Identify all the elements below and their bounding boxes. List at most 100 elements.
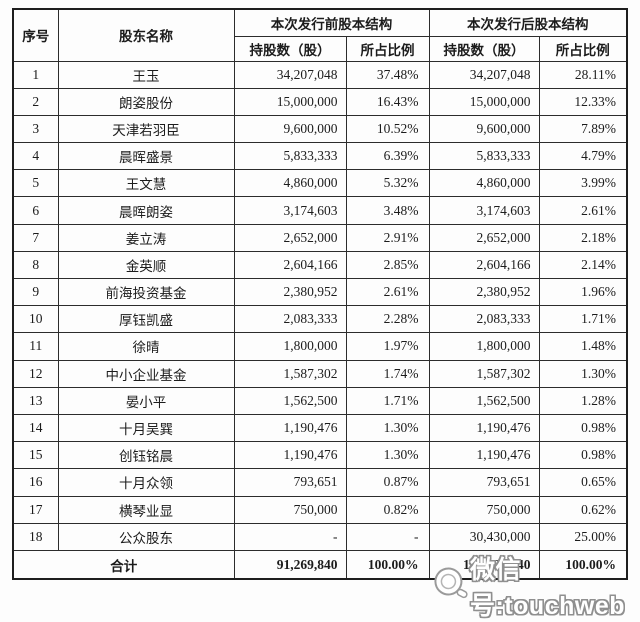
shareholder-name: 横琴业显 — [57, 495, 235, 524]
shares-before: 34,207,048 — [233, 60, 347, 89]
shareholder-name: 王玉 — [57, 60, 235, 89]
shares-before: 2,380,952 — [233, 277, 347, 307]
shareholder-name: 创钰铭晨 — [57, 441, 235, 470]
ratio-after: 1.48% — [538, 332, 628, 361]
shares-before: 2,652,000 — [233, 223, 347, 252]
total-ratio-before: 100.00% — [345, 549, 430, 580]
screenshot-root: { "table": { "headers": { "col_index": "… — [12, 8, 628, 620]
row-index: 15 — [12, 441, 59, 470]
header-ratio-after: 所占比例 — [538, 35, 628, 62]
row-index: 7 — [12, 223, 59, 252]
total-ratio-after: 100.00% — [538, 549, 628, 580]
shares-after: 793,651 — [428, 468, 540, 497]
row-index: 8 — [12, 250, 59, 280]
table-row: 4 晨晖盛景 5,833,333 6.39% 5,833,333 4.79% — [12, 142, 628, 171]
shareholder-name: 前海投资基金 — [57, 277, 235, 307]
shares-before: 5,833,333 — [233, 142, 347, 171]
shares-after: 1,587,302 — [428, 359, 540, 388]
row-index: 14 — [12, 413, 59, 443]
table-row: 13 晏小平 1,562,500 1.71% 1,562,500 1.28% — [12, 386, 628, 415]
table-row: 17 横琴业显 750,000 0.82% 750,000 0.62% — [12, 495, 628, 524]
ratio-after: 0.98% — [538, 441, 628, 470]
row-index: 12 — [12, 359, 59, 388]
ratio-before: 16.43% — [345, 87, 430, 116]
table-row: 18 公众股东 - -30,430,000 25.00% — [12, 522, 628, 551]
ratio-before: 2.28% — [345, 305, 430, 334]
shareholder-name: 公众股东 — [57, 522, 235, 551]
ratio-before: 6.39% — [345, 142, 430, 171]
shares-after: 5,833,333 — [428, 142, 540, 171]
ratio-after: 0.98% — [538, 413, 628, 443]
ratio-after: 1.28% — [538, 386, 628, 415]
shares-before: 3,174,603 — [233, 196, 347, 225]
row-index: 9 — [12, 277, 59, 307]
header-shares-before: 持股数（股） — [233, 35, 347, 62]
ratio-before: 37.48% — [345, 60, 430, 89]
shares-after: 1,190,476 — [428, 413, 540, 443]
shares-after: 3,174,603 — [428, 196, 540, 225]
header-index: 序号 — [12, 8, 59, 62]
ratio-after: 0.65% — [538, 468, 628, 497]
ratio-after: 1.71% — [538, 305, 628, 334]
table-row: 16 十月众领 793,651 0.87% 793,651 0.65% — [12, 468, 628, 497]
header-group-after-issuance: 本次发行后股本结构 — [428, 8, 628, 37]
row-index: 4 — [12, 142, 59, 171]
ratio-before: - — [345, 522, 430, 551]
shares-after: 2,083,333 — [428, 305, 540, 334]
shares-before: 1,800,000 — [233, 332, 347, 361]
shares-after: 1,190,476 — [428, 441, 540, 470]
row-index: 3 — [12, 114, 59, 144]
shareholder-name: 中小企业基金 — [57, 359, 235, 388]
ratio-after: 12.33% — [538, 87, 628, 116]
shares-after: 34,207,048 — [428, 60, 540, 89]
row-index: 18 — [12, 522, 59, 551]
shares-before: 2,604,166 — [233, 250, 347, 280]
table-row: 7 姜立涛 2,652,000 2.91% 2,652,000 2.18% — [12, 223, 628, 252]
shareholder-name: 十月众领 — [57, 468, 235, 497]
table-row: 5 王文慧 4,860,000 5.32% 4,860,000 3.99% — [12, 169, 628, 198]
shares-after: 2,380,952 — [428, 277, 540, 307]
ratio-before: 1.30% — [345, 413, 430, 443]
shares-after: 2,604,166 — [428, 250, 540, 280]
ratio-after: 2.61% — [538, 196, 628, 225]
shareholder-name: 天津若羽臣 — [57, 114, 235, 144]
ratio-after: 1.96% — [538, 277, 628, 307]
shareholder-name: 金英顺 — [57, 250, 235, 280]
row-index: 11 — [12, 332, 59, 361]
shareholder-name: 厚钰凯盛 — [57, 305, 235, 334]
table-row: 12 中小企业基金 1,587,302 1.74% 1,587,302 1.30% — [12, 359, 628, 388]
row-index: 2 — [12, 87, 59, 116]
ratio-before: 2.91% — [345, 223, 430, 252]
row-index: 1 — [12, 60, 59, 89]
shares-before: 1,562,500 — [233, 386, 347, 415]
shareholder-name: 晏小平 — [57, 386, 235, 415]
shares-before: 4,860,000 — [233, 169, 347, 198]
table-row: 15 创钰铭晨 1,190,476 1.30% 1,190,476 0.98% — [12, 441, 628, 470]
table-row: 10 厚钰凯盛 2,083,333 2.28% 2,083,333 1.71% — [12, 305, 628, 334]
row-index: 13 — [12, 386, 59, 415]
shares-after: 1,562,500 — [428, 386, 540, 415]
table-row: 2 朗姿股份 15,000,000 16.43% 15,000,000 12.33% — [12, 87, 628, 116]
row-index: 6 — [12, 196, 59, 225]
ratio-after: 2.18% — [538, 223, 628, 252]
total-label: 合计 — [12, 549, 235, 580]
table-row: 3 天津若羽臣 9,600,000 10.52% 9,600,000 7.89% — [12, 114, 628, 144]
total-shares-after: 121,699,840 — [428, 549, 540, 580]
row-index: 17 — [12, 495, 59, 524]
table-row: 6 晨晖朗姿 3,174,603 3.48% 3,174,603 2.61% — [12, 196, 628, 225]
shares-after: 750,000 — [428, 495, 540, 524]
ratio-after: 0.62% — [538, 495, 628, 524]
table-row: 14 十月吴巽 1,190,476 1.30% 1,190,476 0.98% — [12, 413, 628, 443]
total-row: 合计 91,269,840 100.00% 121,699,840 100.00… — [12, 549, 628, 580]
header-ratio-before: 所占比例 — [345, 35, 430, 62]
shares-after: 15,000,000 — [428, 87, 540, 116]
header-shareholder-name: 股东名称 — [57, 8, 235, 62]
ratio-after: 28.11% — [538, 60, 628, 89]
header-shares-after: 持股数（股） — [428, 35, 540, 62]
shareholder-name: 王文慧 — [57, 169, 235, 198]
shares-after: 30,430,000 — [428, 522, 540, 551]
ratio-before: 10.52% — [345, 114, 430, 144]
ratio-before: 3.48% — [345, 196, 430, 225]
shareholder-structure-table: 序号 股东名称 本次发行前股本结构 本次发行后股本结构 持股数（股） 所占比例 … — [12, 8, 628, 581]
shares-before: 750,000 — [233, 495, 347, 524]
